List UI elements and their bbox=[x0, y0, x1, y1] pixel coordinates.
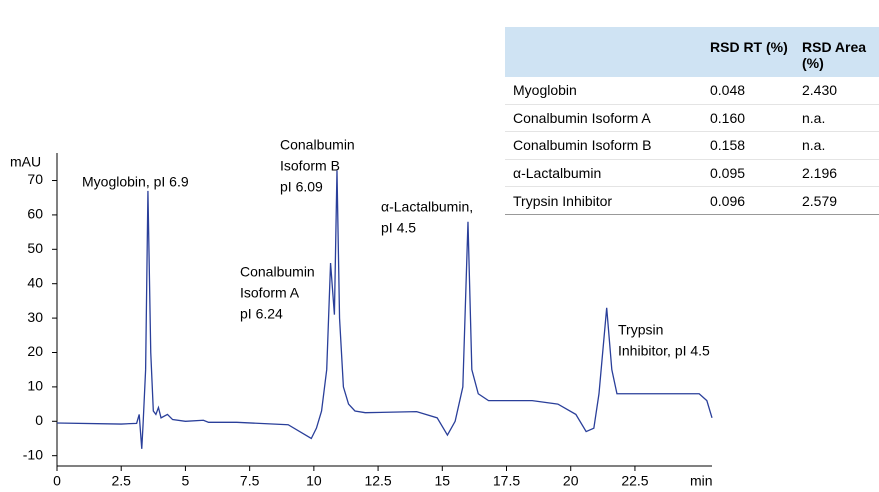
y-tick-label: 70 bbox=[27, 171, 43, 187]
table-cell: Conalbumin Isoform B bbox=[505, 131, 702, 160]
table-cell: 0.096 bbox=[702, 186, 794, 215]
peak-annotation: pI 4.5 bbox=[381, 220, 416, 236]
x-tick-label: 17.5 bbox=[493, 473, 520, 489]
y-tick-label: 10 bbox=[27, 378, 43, 394]
y-tick-label: 30 bbox=[27, 309, 43, 325]
table-cell: Conalbumin Isoform A bbox=[505, 104, 702, 133]
table-cell: 0.048 bbox=[702, 77, 794, 105]
table-cell: Trypsin Inhibitor bbox=[505, 186, 702, 215]
x-axis-label: min bbox=[690, 473, 713, 489]
y-tick-label: 20 bbox=[27, 343, 43, 359]
table-cell: 0.160 bbox=[702, 104, 794, 133]
table-cell: n.a. bbox=[794, 104, 879, 133]
y-axis-label: mAU bbox=[10, 154, 41, 170]
x-tick-label: 22.5 bbox=[621, 473, 648, 489]
peak-annotation: Isoform A bbox=[240, 285, 300, 301]
peak-annotation: Inhibitor, pI 4.5 bbox=[618, 343, 710, 359]
column-header: RSD Area (%) bbox=[794, 27, 879, 77]
table-row: Myoglobin 0.048 2.430 bbox=[505, 77, 879, 105]
x-tick-label: 5 bbox=[182, 473, 190, 489]
peak-annotation: Trypsin bbox=[618, 322, 663, 338]
table-row: Trypsin Inhibitor 0.096 2.579 bbox=[505, 186, 879, 215]
table-cell: 0.158 bbox=[702, 131, 794, 160]
table-row: Conalbumin Isoform A 0.160 n.a. bbox=[505, 104, 879, 133]
peak-annotation: Conalbumin bbox=[280, 137, 355, 153]
x-tick-label: 10 bbox=[306, 473, 322, 489]
y-tick-label: 50 bbox=[27, 240, 43, 256]
table-row: α-Lactalbumin 0.095 2.196 bbox=[505, 159, 879, 188]
table-cell: 2.430 bbox=[794, 77, 879, 105]
x-tick-label: 0 bbox=[53, 473, 61, 489]
y-tick-label: 40 bbox=[27, 274, 43, 290]
peak-annotation: Conalbumin bbox=[240, 264, 315, 280]
peak-annotation: Myoglobin, pI 6.9 bbox=[82, 174, 189, 190]
table-cell: α-Lactalbumin bbox=[505, 159, 702, 188]
x-tick-label: 20 bbox=[563, 473, 579, 489]
table-cell: Myoglobin bbox=[505, 77, 702, 105]
table-cell: n.a. bbox=[794, 131, 879, 160]
chromatogram-trace bbox=[56, 170, 713, 449]
table-row: Conalbumin Isoform B 0.158 n.a. bbox=[505, 131, 879, 160]
peak-annotation: α-Lactalbumin, bbox=[381, 199, 473, 215]
peak-annotation: pI 6.09 bbox=[280, 179, 323, 195]
peak-annotation: pI 6.24 bbox=[240, 306, 283, 322]
table-cell: 0.095 bbox=[702, 159, 794, 188]
table-cell: 2.196 bbox=[794, 159, 879, 188]
x-tick-label: 7.5 bbox=[240, 473, 260, 489]
x-tick-label: 15 bbox=[435, 473, 451, 489]
x-tick-label: 2.5 bbox=[111, 473, 131, 489]
x-tick-label: 12.5 bbox=[364, 473, 391, 489]
y-tick-label: 0 bbox=[35, 412, 43, 428]
column-header: RSD RT (%) bbox=[702, 27, 794, 77]
column-header bbox=[505, 27, 702, 77]
rsd-table: RSD RT (%) RSD Area (%) Myoglobin 0.048 2.43… bbox=[505, 27, 879, 215]
table-cell: 2.579 bbox=[794, 186, 879, 215]
peak-annotation: Isoform B bbox=[280, 158, 340, 174]
y-tick-label: 60 bbox=[27, 206, 43, 222]
header-row: RSD RT (%) RSD Area (%) bbox=[505, 27, 879, 77]
y-tick-label: -10 bbox=[23, 446, 43, 462]
